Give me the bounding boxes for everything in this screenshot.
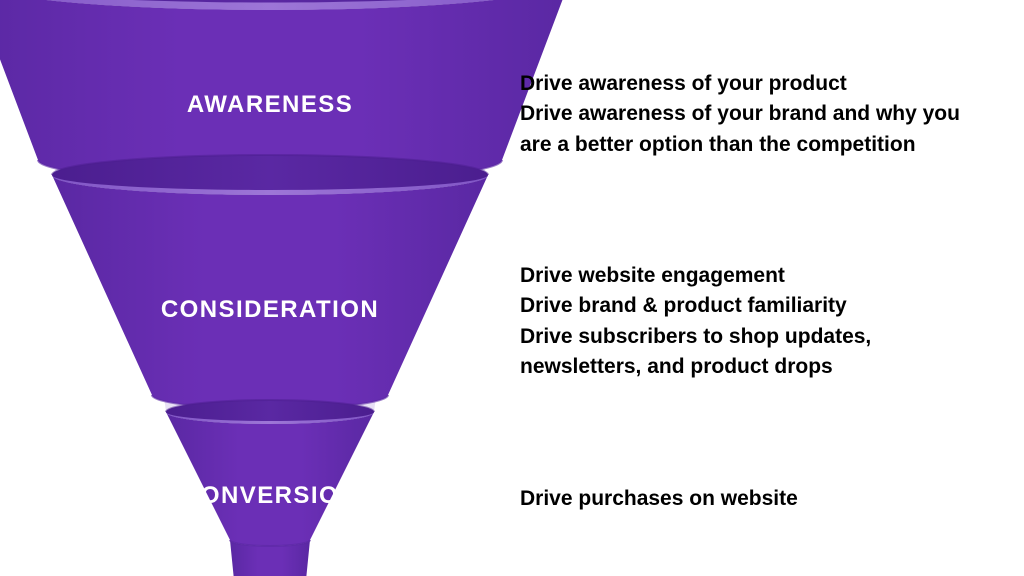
desc-line: Drive awareness of your product bbox=[520, 70, 960, 98]
funnel-label-awareness: AWARENESS bbox=[187, 91, 353, 119]
desc-line: Drive brand & product familiarity bbox=[520, 292, 871, 320]
desc-line: Drive purchases on website bbox=[520, 485, 798, 513]
desc-line: Drive subscribers to shop updates, bbox=[520, 323, 871, 351]
desc-line: are a better option than the competition bbox=[520, 131, 960, 159]
funnel-desc-awareness: Drive awareness of your productDrive awa… bbox=[520, 70, 960, 161]
funnel-desc-conversion: Drive purchases on website bbox=[520, 485, 798, 515]
funnel-label-consideration: CONSIDERATION bbox=[161, 296, 379, 324]
funnel-desc-consideration: Drive website engagementDrive brand & pr… bbox=[520, 262, 871, 383]
funnel-label-conversion: CONVERSION bbox=[182, 482, 358, 510]
desc-line: Drive website engagement bbox=[520, 262, 871, 290]
desc-line: newsletters, and product drops bbox=[520, 353, 871, 381]
funnel-infographic: AWARENESS Drive awareness of your product… bbox=[0, 0, 1024, 576]
desc-line: Drive awareness of your brand and why yo… bbox=[520, 100, 960, 128]
